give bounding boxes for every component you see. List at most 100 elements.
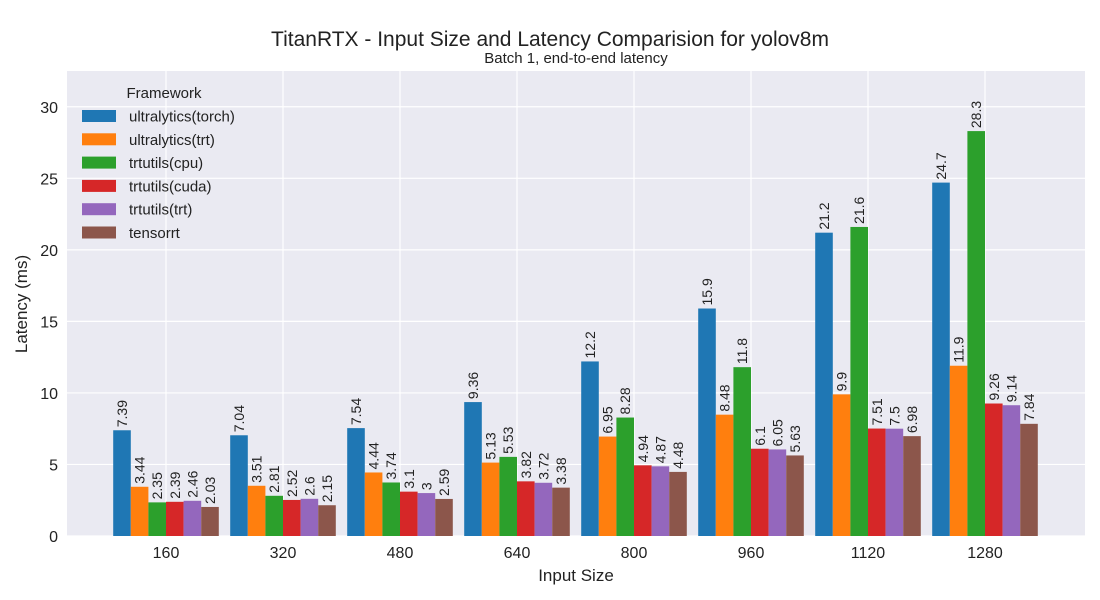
legend-entry: tensorrt — [129, 225, 181, 242]
y-tick-label: 5 — [49, 457, 58, 474]
legend-entry: trtutils(trt) — [129, 202, 192, 219]
bar-value-label: 5.13 — [483, 432, 499, 459]
bar-value-label: 3.1 — [401, 469, 417, 489]
x-tick-labels: 160 320 480 640 800 960 1120 1280 — [153, 545, 1003, 562]
bar-value-label: 6.1 — [752, 426, 768, 446]
bar-value-label: 2.52 — [284, 469, 300, 496]
x-tick-label: 640 — [504, 545, 531, 562]
bar-value-label: 4.48 — [670, 441, 686, 468]
y-tick-label: 10 — [40, 386, 58, 403]
bar — [967, 131, 985, 537]
bar-value-label: 3.44 — [132, 456, 148, 483]
bar-value-label: 7.84 — [1021, 393, 1037, 420]
bar-value-label: 8.48 — [717, 384, 733, 411]
bar — [230, 435, 248, 536]
bar-value-label: 6.05 — [769, 419, 785, 446]
bar — [318, 505, 336, 536]
bar — [400, 491, 418, 536]
bar — [768, 449, 787, 536]
bar — [949, 365, 968, 536]
bar-value-label: 2.03 — [202, 476, 218, 503]
legend-entry: ultralytics(trt) — [129, 132, 215, 149]
bar-value-label: 5.53 — [500, 426, 516, 453]
bar — [435, 498, 453, 536]
x-tick-label: 1120 — [851, 545, 886, 562]
legend-swatch — [82, 203, 116, 216]
bar-value-label: 4.87 — [652, 436, 668, 463]
bar — [481, 462, 500, 536]
legend-swatch — [82, 156, 116, 169]
chart-subtitle: Batch 1, end-to-end latency — [484, 50, 668, 67]
bar — [300, 498, 319, 536]
bar — [347, 428, 365, 536]
bar-value-label: 11.9 — [951, 336, 967, 362]
bar — [868, 428, 886, 536]
bar — [1002, 405, 1021, 536]
bar-value-label: 5.63 — [787, 425, 803, 452]
bar-value-label: 9.9 — [834, 372, 850, 392]
y-tick-labels: 0 5 10 15 20 25 30 — [40, 100, 58, 546]
y-tick-label: 30 — [40, 100, 58, 117]
x-axis-label: Input Size — [538, 566, 614, 585]
bar-value-label: 21.6 — [851, 196, 867, 223]
bar-value-label: 4.94 — [635, 435, 651, 462]
bar — [751, 448, 769, 536]
bar — [815, 232, 833, 536]
bar-value-label: 7.54 — [348, 398, 364, 425]
bar-value-label: 2.35 — [149, 472, 165, 499]
legend-swatch — [82, 179, 116, 192]
y-tick-label: 15 — [40, 314, 58, 331]
bar — [517, 481, 535, 536]
bar — [932, 182, 950, 536]
x-tick-label: 480 — [387, 545, 414, 562]
bar-value-label: 7.04 — [231, 405, 247, 432]
legend-swatch — [82, 110, 116, 122]
legend-entry: trtutils(cpu) — [129, 155, 203, 172]
bar-value-label: 2.39 — [167, 471, 183, 498]
bar-value-label: 6.98 — [904, 406, 920, 433]
bar — [265, 495, 283, 536]
bar-value-label: 2.15 — [319, 475, 335, 502]
bar — [634, 465, 652, 536]
bar-value-label: 2.6 — [301, 476, 317, 496]
bar — [698, 308, 716, 536]
bar-value-label: 7.5 — [886, 406, 902, 426]
bar — [464, 402, 482, 536]
bar-value-label: 12.2 — [582, 331, 598, 358]
bar — [534, 482, 553, 536]
x-tick-label: 320 — [270, 545, 297, 562]
bar — [417, 493, 436, 536]
bar — [1020, 423, 1038, 536]
legend-swatch — [82, 226, 116, 239]
bar — [201, 506, 219, 536]
chart-title: TitanRTX - Input Size and Latency Compar… — [271, 28, 829, 51]
bar-value-label: 7.39 — [114, 400, 130, 427]
bar — [283, 499, 301, 536]
legend-entry: trtutils(cuda) — [129, 178, 212, 195]
bar-value-label: 6.95 — [600, 406, 616, 433]
bar — [850, 226, 868, 536]
x-tick-label: 960 — [738, 545, 765, 562]
bar-value-label: 21.2 — [816, 202, 832, 229]
bar — [183, 500, 202, 536]
bars-group — [113, 131, 1038, 537]
bar — [148, 502, 166, 536]
bar-value-label: 24.7 — [933, 152, 949, 179]
bar-value-label: 9.36 — [465, 372, 481, 399]
bar-value-label: 11.8 — [734, 338, 750, 364]
bar — [130, 486, 149, 536]
bar — [552, 487, 570, 536]
y-tick-label: 20 — [40, 243, 58, 260]
y-tick-label: 0 — [49, 529, 58, 546]
bar — [499, 456, 517, 536]
bar-value-label: 2.59 — [436, 468, 452, 495]
bar-value-label: 2.46 — [184, 470, 200, 497]
legend-swatch — [82, 133, 116, 146]
bar — [382, 482, 400, 536]
bar — [832, 394, 851, 536]
bar-value-label: 9.26 — [986, 373, 1002, 400]
bar — [786, 455, 804, 536]
bar-labels-group: 7.39 7.04 7.54 9.36 12.2 15.9 21.2 24.7 3.44 3.51… — [114, 101, 1037, 504]
bar — [247, 485, 266, 536]
